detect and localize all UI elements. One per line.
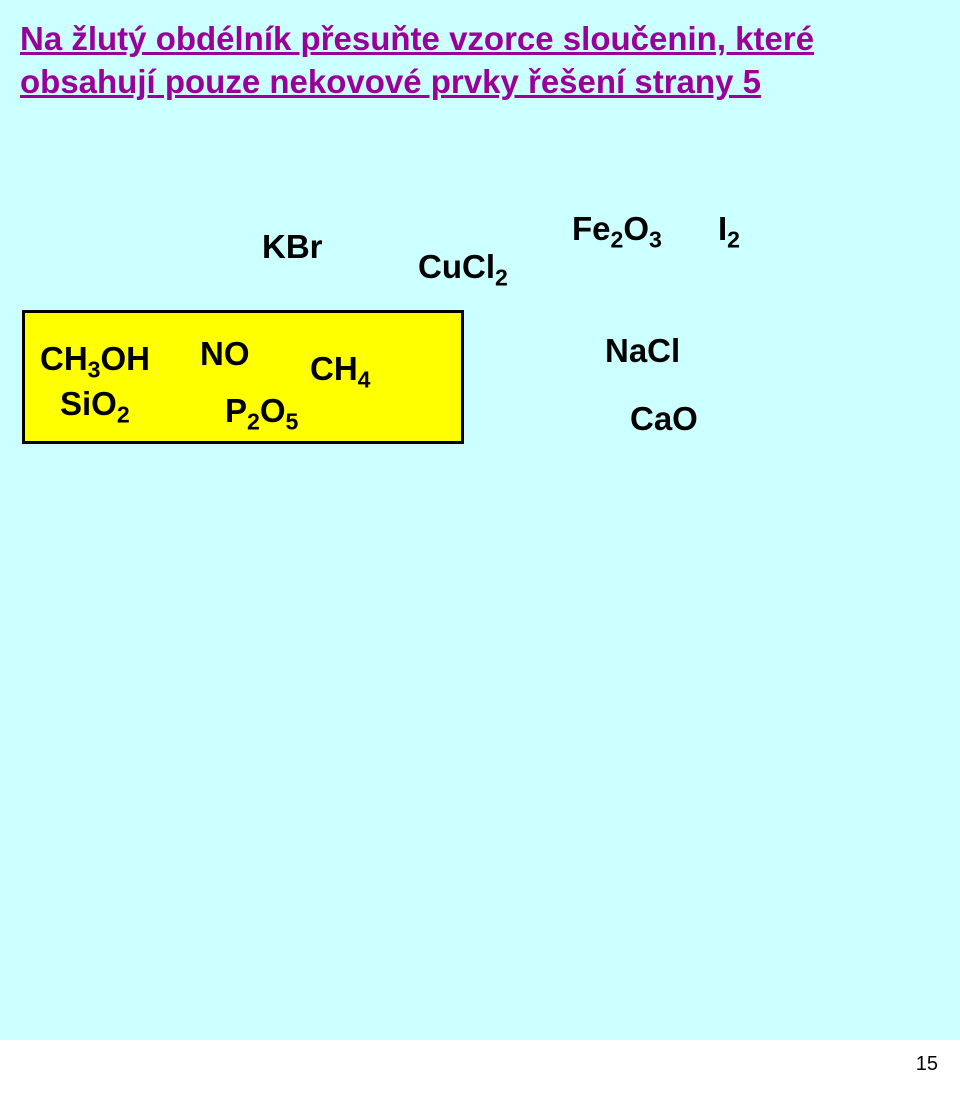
formula-text: O xyxy=(623,210,649,247)
formula-fe2o3[interactable]: Fe2O3 xyxy=(572,210,662,248)
formula-text: CH xyxy=(310,350,358,387)
formula-sub: 2 xyxy=(247,409,260,435)
formula-text: Fe xyxy=(572,210,611,247)
formula-sub: 2 xyxy=(117,402,130,428)
page-number: 15 xyxy=(916,1053,938,1076)
formula-text: CH xyxy=(40,340,88,377)
formula-kbr[interactable]: KBr xyxy=(262,228,323,266)
background-panel xyxy=(0,0,960,1040)
formula-text: P xyxy=(225,392,247,429)
formula-sub: 4 xyxy=(358,367,371,393)
formula-text: CuCl xyxy=(418,248,495,285)
formula-text: OH xyxy=(101,340,151,377)
formula-text: SiO xyxy=(60,385,117,422)
formula-sub: 5 xyxy=(286,409,299,435)
formula-sub: 2 xyxy=(495,265,508,291)
formula-sio2[interactable]: SiO2 xyxy=(60,385,130,423)
formula-cucl2[interactable]: CuCl2 xyxy=(418,248,508,286)
formula-sub: 3 xyxy=(88,357,101,383)
formula-cao[interactable]: CaO xyxy=(630,400,698,438)
formula-p2o5[interactable]: P2O5 xyxy=(225,392,298,430)
formula-text: I xyxy=(718,210,727,247)
page-title: Na žlutý obdélník přesuňte vzorce slouče… xyxy=(20,18,940,104)
slide: Na žlutý obdélník přesuňte vzorce slouče… xyxy=(0,0,960,1094)
formula-ch4[interactable]: CH4 xyxy=(310,350,371,388)
formula-sub: 2 xyxy=(727,227,740,253)
formula-sub: 3 xyxy=(649,227,662,253)
formula-nacl[interactable]: NaCl xyxy=(605,332,680,370)
formula-sub: 2 xyxy=(611,227,624,253)
formula-ch3oh[interactable]: CH3OH xyxy=(40,340,150,378)
formula-i2[interactable]: I2 xyxy=(718,210,740,248)
formula-no[interactable]: NO xyxy=(200,335,250,373)
formula-text: O xyxy=(260,392,286,429)
